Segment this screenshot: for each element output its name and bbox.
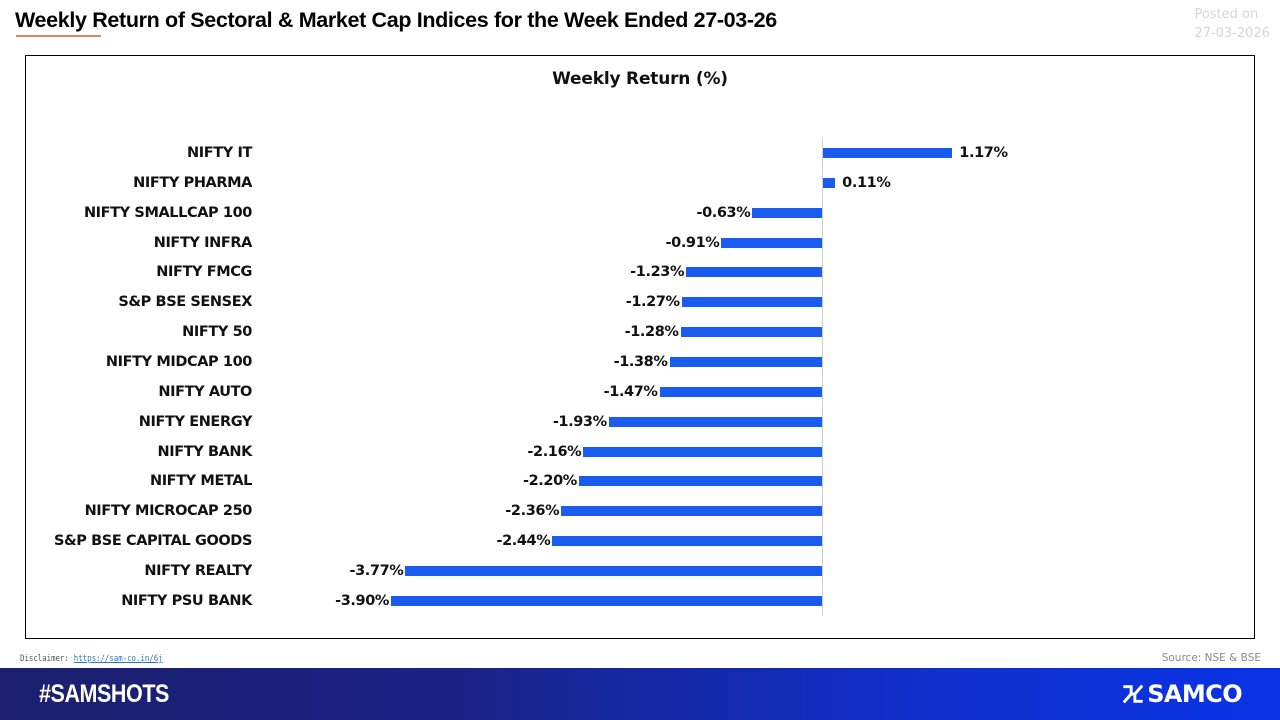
hashtag: #SAMSHOTS [39,680,169,708]
posted-date: 27-03-2026 [1194,26,1270,41]
disclaimer: Disclaimer: https://sam-co.in/6j [20,654,163,664]
chart-frame: Weekly Return (%) [25,55,1255,639]
brand-name: SAMCO [1147,680,1242,708]
disclaimer-link[interactable]: https://sam-co.in/6j [73,654,163,664]
samco-logo: SAMCO [1122,680,1243,708]
title-underline [16,35,101,37]
disclaimer-label: Disclaimer: [20,654,69,664]
source-note: Source: NSE & BSE [1161,652,1261,664]
samco-logo-icon [1122,684,1144,704]
posted-label: Posted on [1194,7,1259,22]
chart-title: Weekly Return (%) [552,69,728,89]
page-title: Weekly Return of Sectoral & Market Cap I… [15,8,777,32]
posted-info: Posted on 27-03-2026 [1194,5,1270,43]
footer-banner: #SAMSHOTS SAMCO [0,668,1280,720]
